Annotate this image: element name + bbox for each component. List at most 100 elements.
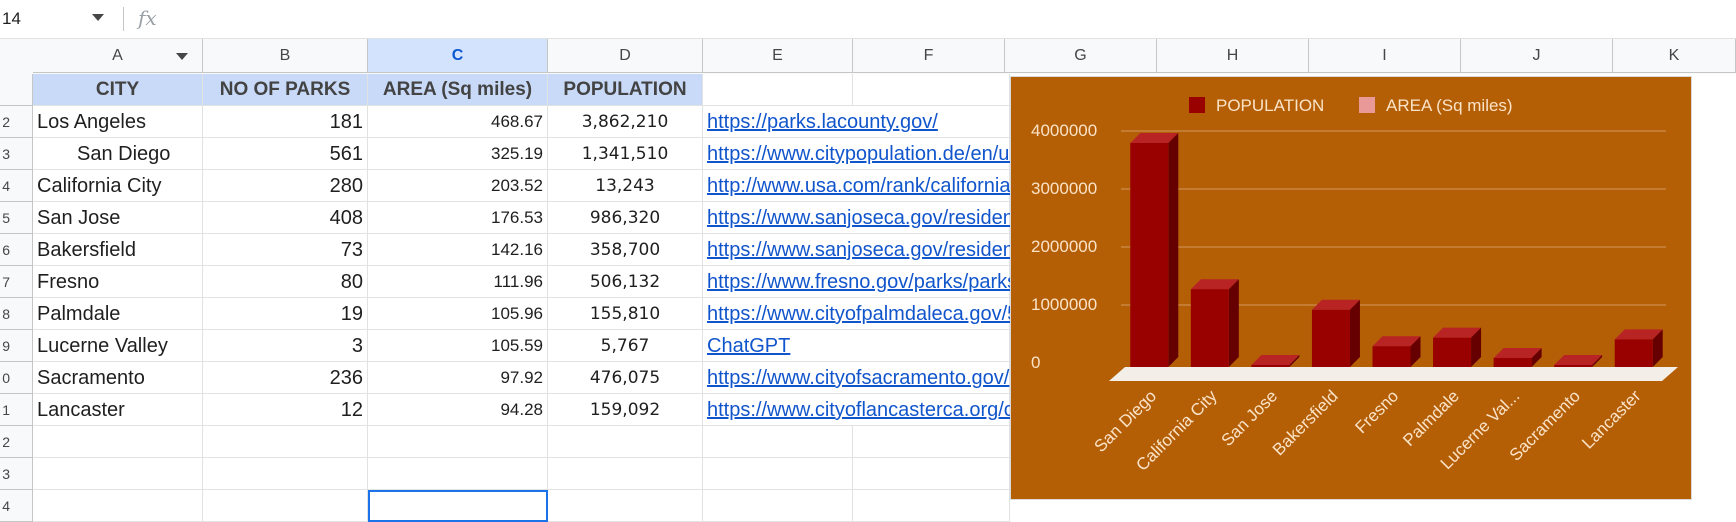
column-header-a[interactable]: A [33,39,203,73]
row-header[interactable]: 0 [0,362,33,394]
row-header[interactable]: 3 [0,458,33,490]
cell-area[interactable]: 97.92 [368,362,548,394]
cell[interactable] [33,458,203,490]
header-parks[interactable]: NO OF PARKS [203,74,368,106]
cell[interactable] [853,490,1010,522]
population-area-chart[interactable]: POPULATION AREA (Sq miles) 4000000 3000000 2… [1010,76,1692,500]
cell-city[interactable]: Fresno [33,266,203,298]
cell-link[interactable]: https://www.cityofsacramento.gov/ [703,362,1010,394]
row-header[interactable]: 6 [0,234,33,266]
cell-link[interactable]: https://www.cityofpalmdaleca.gov/5 [703,298,1018,330]
cell-parks[interactable]: 3 [203,330,368,362]
cell[interactable] [33,490,203,522]
cell-link[interactable]: https://www.sanjoseca.gov/residen [703,202,1014,234]
cell-link[interactable]: https://www.citypopulation.de/en/us [703,138,1019,170]
cell-parks[interactable]: 19 [203,298,368,330]
selected-cell-c14[interactable] [368,490,548,522]
cell-link[interactable]: https://www.sanjoseca.gov/residen [703,234,1014,266]
cell-population[interactable]: 159,092 [548,394,703,426]
cell-city[interactable]: San Jose [33,202,203,234]
cell-link[interactable]: https://www.fresno.gov/parks/parks [703,266,1017,298]
header-population[interactable]: POPULATION [548,74,703,106]
formula-input[interactable] [175,7,1675,31]
cell-parks[interactable]: 73 [203,234,368,266]
cell[interactable] [548,490,703,522]
cell-parks[interactable]: 280 [203,170,368,202]
cell-population[interactable]: 476,075 [548,362,703,394]
cell-city[interactable]: Los Angeles [33,106,203,138]
cell-area[interactable]: 176.53 [368,202,548,234]
cell-parks[interactable]: 561 [203,138,368,170]
cell[interactable] [703,74,853,106]
cell-area[interactable]: 203.52 [368,170,548,202]
cell-city[interactable]: Lancaster [33,394,203,426]
cell[interactable] [368,426,548,458]
column-header-c[interactable]: C [368,39,548,73]
cell-population[interactable]: 3,862,210 [548,106,703,138]
column-header-e[interactable]: E [703,39,853,73]
cell-city[interactable]: San Diego [33,138,203,170]
cell-area[interactable]: 94.28 [368,394,548,426]
header-city[interactable]: CITY [33,74,203,106]
cell-city[interactable]: Sacramento [33,362,203,394]
cell-population[interactable]: 506,132 [548,266,703,298]
cell-city[interactable]: Lucerne Valley [33,330,203,362]
cell[interactable] [368,458,548,490]
cell-link[interactable]: https://www.cityoflancasterca.org/c [703,394,1014,426]
cell-area[interactable]: 111.96 [368,266,548,298]
cell-population[interactable]: 986,320 [548,202,703,234]
row-header[interactable]: 4 [0,170,33,202]
row-header[interactable]: 1 [0,394,33,426]
cell[interactable] [703,490,853,522]
name-box[interactable]: 14 [2,9,21,28]
header-area[interactable]: AREA (Sq miles) [368,74,548,106]
cell-population[interactable]: 5,767 [548,330,703,362]
cell-link[interactable]: https://parks.lacounty.gov/ [703,106,1010,138]
column-header-d[interactable]: D [548,39,703,73]
cell-area[interactable]: 142.16 [368,234,548,266]
row-header[interactable]: 5 [0,202,33,234]
cell-parks[interactable]: 181 [203,106,368,138]
cell[interactable] [203,426,368,458]
cell[interactable] [203,490,368,522]
column-header-j[interactable]: J [1461,39,1613,73]
cell-city[interactable]: California City [33,170,203,202]
column-header-k[interactable]: K [1613,39,1736,73]
row-header[interactable] [0,74,33,106]
column-header-b[interactable]: B [203,39,368,73]
cell-parks[interactable]: 408 [203,202,368,234]
chevron-down-icon[interactable] [92,14,104,21]
cell[interactable] [703,458,853,490]
row-header[interactable]: 4 [0,490,33,522]
cell[interactable] [853,458,1010,490]
column-header-i[interactable]: I [1309,39,1461,73]
cell-link[interactable]: ChatGPT [703,330,1010,362]
cell-parks[interactable]: 12 [203,394,368,426]
cell-parks[interactable]: 236 [203,362,368,394]
row-header[interactable]: 9 [0,330,33,362]
column-header-f[interactable]: F [853,39,1005,73]
column-header-g[interactable]: G [1005,39,1157,73]
cell[interactable] [703,426,853,458]
cell-area[interactable]: 105.96 [368,298,548,330]
row-header[interactable]: 7 [0,266,33,298]
cell[interactable] [853,426,1010,458]
cell-city[interactable]: Palmdale [33,298,203,330]
filter-dropdown-icon[interactable] [176,53,188,60]
cell-population[interactable]: 13,243 [548,170,703,202]
cell-link[interactable]: http://www.usa.com/rank/california [703,170,1010,202]
cell-area[interactable]: 468.67 [368,106,548,138]
cell[interactable] [33,426,203,458]
row-header[interactable]: 2 [0,426,33,458]
row-header[interactable]: 2 [0,106,33,138]
row-header[interactable]: 8 [0,298,33,330]
cell-population[interactable]: 358,700 [548,234,703,266]
cell-parks[interactable]: 80 [203,266,368,298]
cell[interactable] [548,458,703,490]
row-header[interactable]: 3 [0,138,33,170]
cell[interactable] [203,458,368,490]
column-header-h[interactable]: H [1157,39,1309,73]
cell-population[interactable]: 155,810 [548,298,703,330]
cell-area[interactable]: 105.59 [368,330,548,362]
cell-city[interactable]: Bakersfield [33,234,203,266]
